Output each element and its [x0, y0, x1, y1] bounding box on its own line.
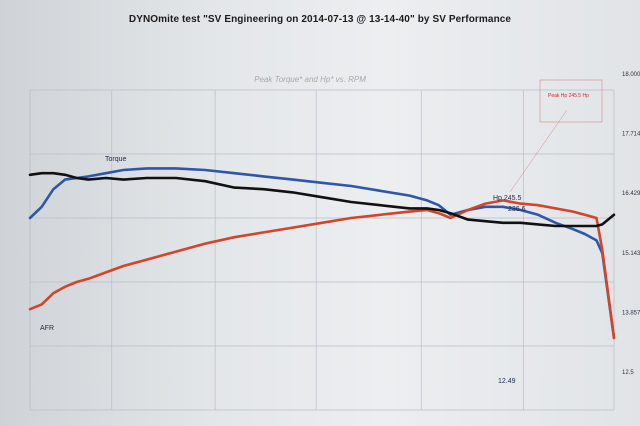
- hp-series-line: [28, 199, 616, 340]
- peak-note-box: [539, 79, 603, 123]
- right-axis-tick-label: 12.5: [622, 370, 634, 376]
- torque-series-label: Torque: [105, 156, 127, 163]
- chart-series: [28, 167, 616, 340]
- hp-peak-label: Hp 245.5: [493, 195, 522, 202]
- right-axis-tick-label: 18.000: [622, 72, 640, 78]
- right-axis-tick-label: 17.714: [622, 132, 640, 138]
- afr-end-label: 12.49: [498, 378, 516, 385]
- right-axis-tick-label: 15.143: [622, 251, 640, 257]
- torque-end-label: 236.6: [508, 206, 526, 213]
- chart-subtitle: Peak Torque* and Hp* vs. RPM: [254, 75, 366, 84]
- right-axis-ticks: 18.000 17.714 16.429 15.143 13.857 12.5: [622, 72, 640, 376]
- chart-grid: [29, 89, 615, 411]
- torque-series-line: [28, 167, 616, 340]
- right-axis-tick-label: 13.857: [622, 310, 640, 316]
- peak-note-text: Peak Hp 245.5 Hp: [548, 93, 589, 99]
- peak-note-leader: [509, 109, 568, 193]
- afr-series-label: AFR: [40, 325, 54, 332]
- afr-series-line: [28, 171, 616, 228]
- chart-title: DYNOmite test "SV Engineering on 2014-07…: [128, 14, 512, 25]
- right-axis-tick-label: 16.429: [622, 191, 640, 197]
